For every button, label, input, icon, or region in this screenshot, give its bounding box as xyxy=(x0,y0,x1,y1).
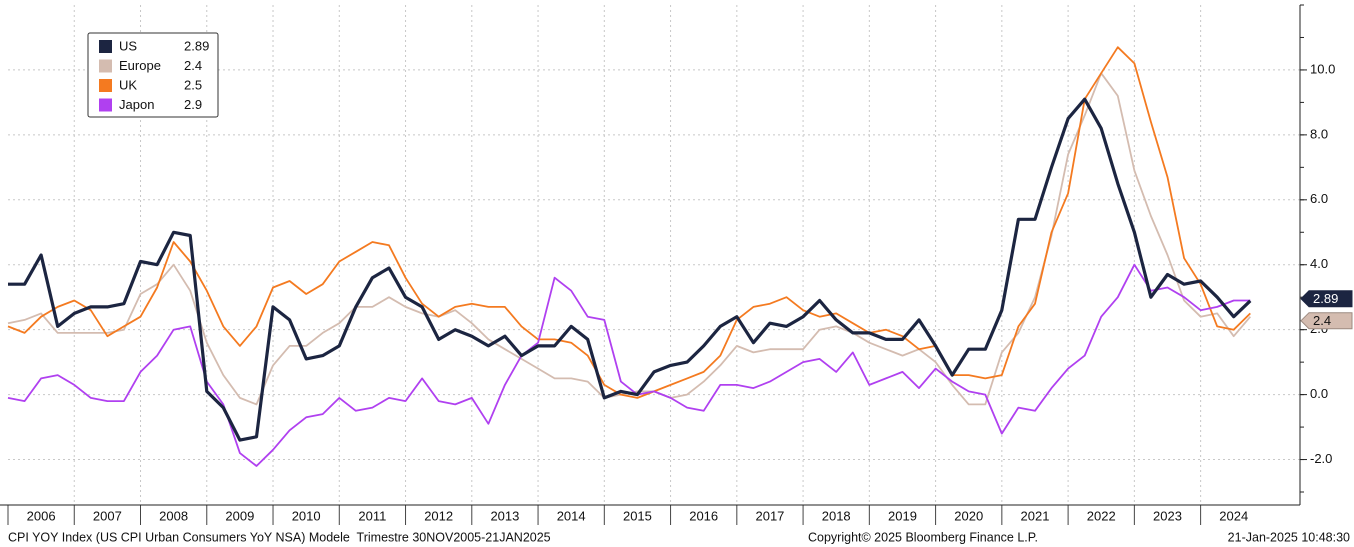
x-tick-label: 2017 xyxy=(755,508,784,523)
legend-value: 2.89 xyxy=(184,38,209,53)
legend: US 2.89 Europe 2.4 UK 2.5 Japon 2.9 xyxy=(87,32,219,118)
x-tick-label: 2019 xyxy=(888,508,917,523)
x-tick-label: 2024 xyxy=(1219,508,1248,523)
footer-timestamp: 21-Jan-2025 10:48:30 xyxy=(1228,530,1350,544)
x-tick-label: 2020 xyxy=(954,508,983,523)
y-tick-label: -2.0 xyxy=(1310,451,1332,466)
value-tag-label: 2.4 xyxy=(1313,313,1331,328)
series-line xyxy=(8,97,1252,442)
x-tick-label: 2014 xyxy=(557,508,586,523)
footer-copyright: Copyright© 2025 Bloomberg Finance L.P. xyxy=(808,530,1038,544)
x-tick-label: 2022 xyxy=(1087,508,1116,523)
x-tick-label: 2023 xyxy=(1153,508,1182,523)
x-tick-label: 2015 xyxy=(623,508,652,523)
x-tick-label: 2007 xyxy=(93,508,122,523)
footer-description: CPI YOY Index (US CPI Urban Consumers Yo… xyxy=(8,530,551,544)
x-tick-label: 2009 xyxy=(225,508,254,523)
value-tag xyxy=(1300,312,1353,330)
x-tick-label: 2008 xyxy=(159,508,188,523)
legend-swatch xyxy=(99,40,112,53)
x-tick-label: 2016 xyxy=(689,508,718,523)
y-tick-label: 8.0 xyxy=(1310,126,1328,141)
value-tag xyxy=(1300,290,1353,308)
x-tick-label: 2006 xyxy=(27,508,56,523)
x-tick-label: 2011 xyxy=(358,508,386,523)
series-line xyxy=(7,46,1251,399)
x-tick-label: 2010 xyxy=(292,508,321,523)
x-tick-label: 2021 xyxy=(1021,508,1050,523)
legend-label: Japon xyxy=(119,97,154,112)
legend-swatch xyxy=(99,59,112,73)
legend-value: 2.5 xyxy=(184,77,202,92)
y-tick-label: 4.0 xyxy=(1310,256,1328,271)
y-tick-label: 0.0 xyxy=(1310,386,1328,401)
y-tick-label: 6.0 xyxy=(1310,191,1328,206)
legend-swatch xyxy=(99,79,112,92)
legend-label: Europe xyxy=(119,58,161,73)
value-tag-label: 2.89 xyxy=(1313,291,1338,306)
legend-label: US xyxy=(119,38,137,53)
y-tick-label: 10.0 xyxy=(1310,61,1335,76)
legend-swatch xyxy=(99,98,112,112)
legend-box xyxy=(87,32,219,118)
legend-value: 2.9 xyxy=(184,97,202,112)
legend-value: 2.4 xyxy=(184,58,202,73)
x-tick-label: 2013 xyxy=(490,508,519,523)
x-tick-label: 2018 xyxy=(822,508,851,523)
x-tick-label: 2012 xyxy=(424,508,453,523)
series-line xyxy=(7,263,1251,467)
legend-label: UK xyxy=(119,77,137,92)
